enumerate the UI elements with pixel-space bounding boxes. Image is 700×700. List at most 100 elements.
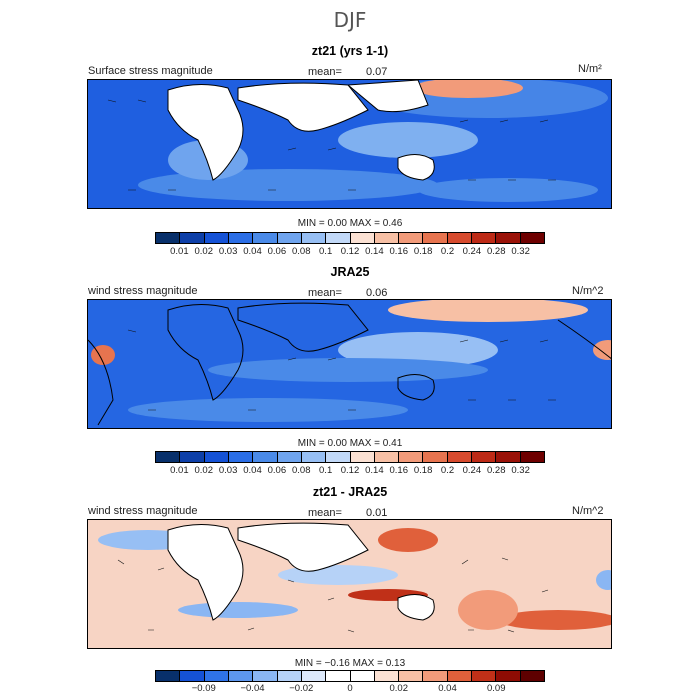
colorbar-swatch	[399, 233, 424, 243]
colorbar-swatch	[399, 671, 424, 681]
colorbar-swatch	[156, 671, 181, 681]
colorbar-tick-label: 0.03	[218, 465, 238, 476]
colorbar-swatch	[374, 233, 400, 243]
colorbar-swatch	[156, 233, 181, 243]
panel-3-mean-label: mean=	[308, 507, 342, 519]
panel-2-colorbar	[155, 451, 545, 463]
panel-2-variable-label: wind stress magnitude	[88, 285, 198, 297]
colorbar-tick-label: 0.03	[218, 246, 238, 257]
colorbar-tick-label: 0.08	[292, 465, 311, 476]
panel-1-max-label: MAX =	[349, 218, 381, 229]
colorbar-tick-label: 0.02	[194, 465, 214, 476]
colorbar-tick-label: 0.09	[487, 683, 506, 694]
colorbar-swatch	[520, 233, 544, 243]
colorbar-swatch	[204, 452, 229, 462]
panel-1-map	[87, 79, 612, 209]
panel-1-min-value: 0.00	[327, 218, 347, 229]
colorbar-swatch	[447, 452, 473, 462]
colorbar-swatch	[350, 671, 375, 681]
panel-1-max-value: 0.46	[382, 218, 403, 229]
colorbar-swatch	[228, 452, 254, 462]
colorbar-swatch	[447, 671, 473, 681]
panel-3-variable-label: wind stress magnitude	[88, 505, 198, 517]
colorbar-tick-label: 0.32	[511, 465, 530, 476]
colorbar-swatch	[350, 452, 375, 462]
colorbar-tick-label: 0.04	[243, 246, 262, 257]
panel-1-units: N/m²	[578, 63, 602, 75]
panel-2-minmax: MIN = 0.00 MAX = 0.41	[0, 438, 700, 449]
panel-1-mean-label: mean=	[308, 66, 342, 78]
colorbar-tick-label: 0.01	[170, 246, 189, 257]
panel-1-mean-value: 0.07	[366, 66, 388, 78]
colorbar-swatch	[277, 671, 302, 681]
colorbar-swatch	[301, 452, 327, 462]
colorbar-swatch	[472, 233, 497, 243]
colorbar-tick-label: 0.18	[413, 246, 433, 257]
panel-1-title: zt21 (yrs 1-1)	[311, 44, 389, 58]
colorbar-tick-label: 0.2	[440, 465, 455, 476]
colorbar-swatch	[180, 671, 205, 681]
panel-2-mean-label: mean=	[308, 287, 342, 299]
colorbar-swatch	[374, 452, 400, 462]
panel-1-variable-label: Surface stress magnitude	[88, 65, 213, 77]
colorbar-swatch	[326, 233, 351, 243]
colorbar-tick-label: 0.1	[319, 465, 333, 476]
colorbar-swatch	[496, 233, 521, 243]
panel-3-colorbar	[155, 670, 545, 682]
colorbar-swatch	[277, 233, 302, 243]
colorbar-swatch	[447, 233, 473, 243]
colorbar-swatch	[204, 671, 229, 681]
colorbar-swatch	[520, 671, 544, 681]
panel-2-vectors	[127, 329, 556, 411]
panel-3-map	[87, 519, 612, 649]
colorbar-tick-label: 0.2	[440, 246, 455, 257]
panel-2-colorbar-ticks: 0.01 0.02 0.03 0.04 0.06 0.08 0.1 0.12 0.14 0.16 0…	[155, 465, 545, 477]
panel-3-minmax: MIN = −0.16 MAX = 0.13	[0, 658, 700, 669]
panel-3-max-value: 0.13	[385, 658, 406, 669]
panel-1-vectors	[107, 99, 556, 191]
colorbar-tick-label: 0.16	[389, 465, 409, 476]
panel-2-map	[87, 299, 612, 429]
colorbar-swatch	[180, 452, 205, 462]
colorbar-tick-label: 0.01	[170, 465, 189, 476]
colorbar-swatch	[496, 671, 521, 681]
panel-3-min-label: MIN =	[294, 658, 322, 669]
panel-3-title: zt21 - JRA25	[312, 485, 388, 499]
colorbar-swatch	[253, 452, 278, 462]
colorbar-swatch	[472, 671, 497, 681]
panel-3-min-value: −0.16	[324, 658, 350, 669]
colorbar-tick-label: 0.24	[462, 246, 482, 257]
colorbar-swatch	[326, 671, 351, 681]
colorbar-swatch	[423, 671, 448, 681]
colorbar-tick-label: 0.12	[340, 465, 360, 476]
panel-2-max-value: 0.41	[382, 438, 403, 449]
colorbar-swatch	[253, 671, 278, 681]
colorbar-swatch	[277, 452, 302, 462]
colorbar-swatch	[156, 452, 181, 462]
colorbar-tick-label: −0.09	[191, 683, 216, 694]
panel-1-map-graphic	[88, 80, 611, 208]
colorbar-swatch	[301, 671, 327, 681]
colorbar-swatch	[423, 233, 448, 243]
colorbar-tick-label: 0.24	[462, 465, 482, 476]
colorbar-swatch	[228, 233, 254, 243]
colorbar-tick-label: 0	[347, 683, 353, 694]
colorbar-tick-label: −0.02	[289, 683, 314, 694]
panel-2-title: JRA25	[330, 265, 370, 279]
colorbar-tick-label: 0.14	[365, 465, 384, 476]
panel-1-colorbar	[155, 232, 545, 244]
colorbar-tick-label: 0.14	[365, 246, 384, 257]
colorbar-tick-label: 0.06	[267, 246, 287, 257]
panel-2-map-graphic	[88, 300, 611, 428]
colorbar-swatch	[520, 452, 544, 462]
colorbar-swatch	[301, 233, 327, 243]
colorbar-swatch	[204, 233, 229, 243]
colorbar-swatch	[423, 452, 448, 462]
figure-title: DJF	[333, 8, 367, 32]
panel-3-units: N/m^2	[572, 505, 604, 517]
panel-2-units: N/m^2	[572, 285, 604, 297]
panel-2-mean-value: 0.06	[366, 287, 388, 299]
panel-1-colorbar-ticks: 0.01 0.02 0.03 0.04 0.06 0.08 0.1 0.12 0.14 0.16 0…	[155, 246, 545, 258]
colorbar-swatch	[496, 452, 521, 462]
colorbar-swatch	[472, 452, 497, 462]
